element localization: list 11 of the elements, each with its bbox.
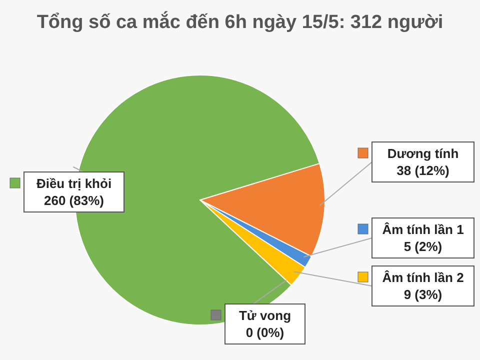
chart-title: Tổng số ca mắc đến 6h ngày 15/5: 312 người bbox=[36, 12, 444, 34]
data-label: 5 (2%) bbox=[404, 239, 442, 254]
data-label: 260 (83%) bbox=[44, 193, 104, 208]
data-label: 38 (12%) bbox=[396, 163, 450, 178]
text: 0 (0%) bbox=[246, 325, 284, 340]
legend-label: Dương tính bbox=[387, 146, 459, 161]
data-label: 9 (3%) bbox=[404, 287, 442, 302]
legend-label: Tử vong bbox=[238, 308, 292, 323]
legend-label: Âm tính lần 1 bbox=[382, 222, 464, 237]
legend-label: Âm tính lần 2 bbox=[382, 270, 464, 285]
legend-label: Điều trị khỏi bbox=[36, 176, 112, 191]
